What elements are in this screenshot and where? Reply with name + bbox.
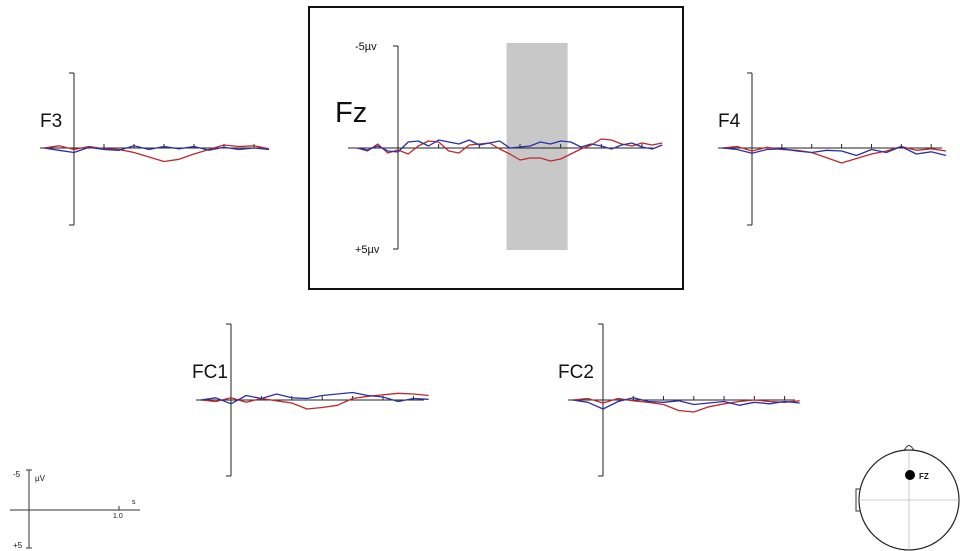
waveform-f3-red xyxy=(43,144,270,163)
head-nose xyxy=(903,445,915,452)
waveform-fc2-blue xyxy=(572,397,800,410)
scale-time-tick-label: 1.0 xyxy=(113,513,123,520)
channel-label-fz: Fz xyxy=(335,97,367,129)
scale-legend: -5 µV s 1.0 +5 xyxy=(10,469,140,550)
waveform-f3-blue xyxy=(43,145,270,154)
fz-ytop-label: -5µv xyxy=(355,41,377,53)
fz-highlight-frame xyxy=(308,6,684,290)
scale-time-unit-label: s xyxy=(132,499,136,506)
channel-label-f3: F3 xyxy=(40,111,62,132)
channel-label-fc2: FC2 xyxy=(558,362,594,383)
scale-top-label: -5 xyxy=(13,470,21,479)
channel-plots xyxy=(40,43,947,477)
head-map: FZ xyxy=(855,445,960,551)
scale-bottom-label: +5 xyxy=(13,541,23,550)
waveform-fz-red xyxy=(357,138,663,162)
waveform-f4-red xyxy=(722,145,947,164)
fz-ybottom-label: +5µv xyxy=(355,244,380,256)
electrode-label-fz: FZ xyxy=(919,472,929,481)
waveform-f4-blue xyxy=(722,145,947,157)
channel-label-f4: F4 xyxy=(718,111,741,132)
waveform-fc2-red xyxy=(572,397,800,413)
analysis-window-fz xyxy=(506,43,568,250)
channel-label-fc1: FC1 xyxy=(192,362,228,383)
electrode-marker-fz xyxy=(905,470,915,480)
waveform-fc1-blue xyxy=(200,391,429,405)
waveform-fz-blue xyxy=(357,139,663,153)
scale-unit-label: µV xyxy=(35,474,46,483)
